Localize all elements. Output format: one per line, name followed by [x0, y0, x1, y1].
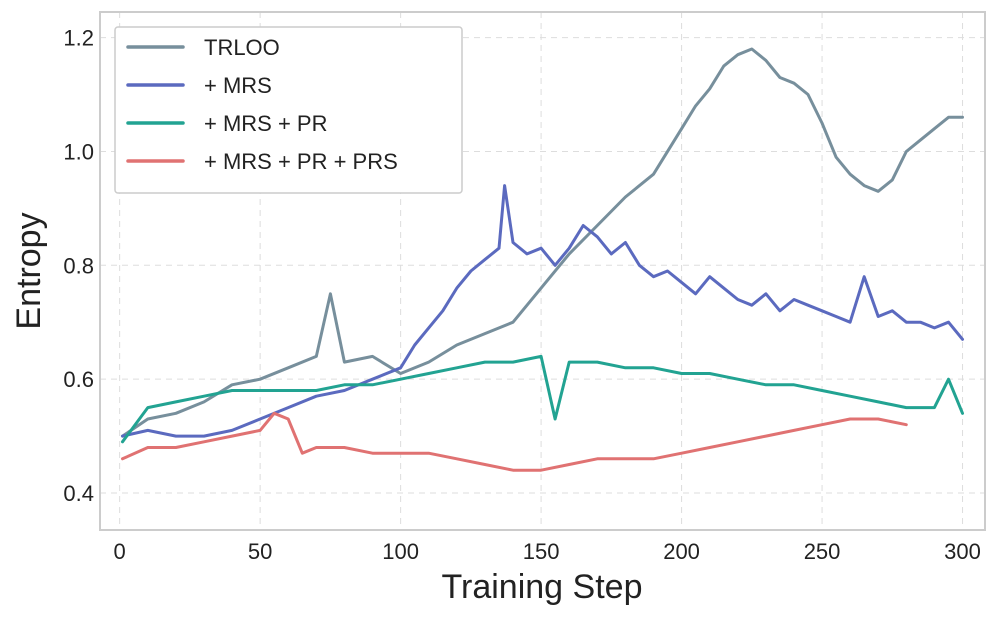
y-tick-label: 0.4	[63, 481, 94, 506]
legend-label: + MRS + PR	[204, 111, 327, 136]
x-tick-label: 50	[248, 539, 272, 564]
legend-label: TRLOO	[204, 35, 280, 60]
y-tick-label: 1.0	[63, 139, 94, 164]
series-line-2	[121, 354, 964, 444]
y-tick-label: 1.2	[63, 26, 94, 51]
plot-frame	[99, 11, 986, 531]
y-axis-title: Entropy	[10, 212, 48, 329]
y-tick-labels: 0.4 0.6 0.8 1.0 1.2	[63, 26, 94, 506]
y-tick-label: 0.8	[63, 253, 94, 278]
x-tick-labels: 0 50 100 150 200 250 300	[114, 539, 981, 564]
x-tick-label: 250	[804, 539, 841, 564]
legend: TRLOO + MRS + MRS + PR + MRS + PR + PRS	[114, 26, 463, 194]
x-axis-title: Training Step	[442, 568, 643, 606]
series-line-3	[121, 411, 908, 472]
x-tick-label: 150	[523, 539, 560, 564]
series-lines	[121, 47, 964, 472]
legend-label: + MRS + PR + PRS	[204, 149, 398, 174]
x-tick-label: 100	[382, 539, 419, 564]
y-tick-label: 0.6	[63, 367, 94, 392]
x-tick-label: 300	[944, 539, 981, 564]
legend-box	[114, 26, 463, 194]
x-tick-label: 200	[663, 539, 700, 564]
series-line-0	[121, 47, 964, 438]
legend-label: + MRS	[204, 73, 272, 98]
x-tick-label: 0	[114, 539, 126, 564]
